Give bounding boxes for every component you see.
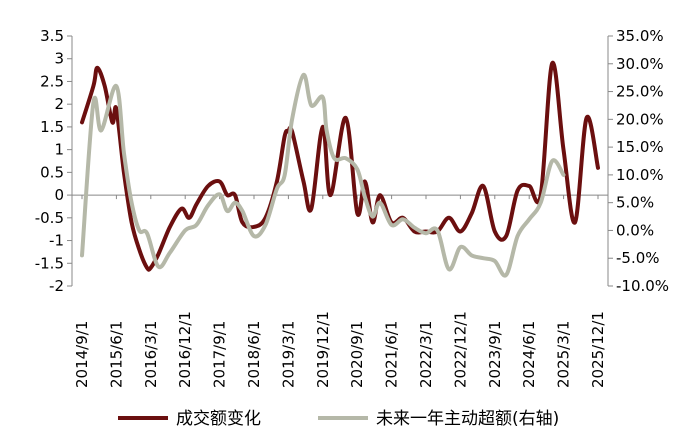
left-tick-label: -0.5 (35, 209, 64, 227)
series-group (80, 60, 600, 278)
left-tick-label: -2 (49, 277, 64, 295)
right-tick-label: -5.0% (616, 249, 660, 267)
right-tick-label: 35.0% (616, 27, 664, 45)
right-tick-label: -10.0% (616, 277, 669, 295)
x-tick-label: 2022/3/1 (417, 321, 435, 388)
x-tick-label: 2025/3/1 (555, 321, 573, 388)
x-tick-label: 2022/12/1 (451, 311, 469, 388)
right-tick-label: 10.0% (616, 166, 664, 184)
left-tick-label: 3 (54, 50, 64, 68)
x-tick-label: 2014/9/1 (73, 321, 91, 388)
x-tick-label: 2017/9/1 (211, 321, 229, 388)
legend-label: 未来一年主动超额(右轴) (376, 409, 559, 429)
left-tick-label: 1.5 (40, 118, 64, 136)
series-line-active-excess-return (80, 72, 566, 278)
legend-label: 成交额变化 (176, 409, 261, 429)
series-line-turnover-change (80, 60, 600, 272)
left-tick-label: 2.5 (40, 72, 64, 90)
right-tick-label: 25.0% (616, 83, 664, 101)
x-tick-label: 2020/9/1 (348, 321, 366, 388)
axes-group: 3.5 3 2.5 2 1.5 1 0.5 0 -0.5 -1 -1.5 -2 35.0% 30.0% 25… (35, 27, 669, 388)
left-tick-label: 3.5 (40, 27, 64, 45)
x-tick-label: 2016/3/1 (142, 321, 160, 388)
right-tick-label: 30.0% (616, 55, 664, 73)
left-tick-label: -1 (49, 232, 64, 250)
left-tick-label: 0.5 (40, 163, 64, 181)
x-tick-label: 2023/9/1 (486, 321, 504, 388)
right-tick-label: 0.0% (616, 221, 654, 239)
x-tick-label: 2021/6/1 (383, 321, 401, 388)
left-tick-label: -1.5 (35, 254, 64, 272)
x-tick-label: 2025/12/1 (589, 311, 607, 388)
right-tick-label: 20.0% (616, 110, 664, 128)
x-tick-label: 2018/6/1 (245, 321, 263, 388)
legend-group: 成交额变化 未来一年主动超额(右轴) (118, 409, 559, 429)
x-tick-label: 2024/6/1 (520, 321, 538, 388)
right-tick-label: 15.0% (616, 138, 664, 156)
left-tick-label: 1 (54, 141, 64, 159)
x-tick-label: 2016/12/1 (176, 311, 194, 388)
x-tick-label: 2019/12/1 (314, 311, 332, 388)
x-tick-label: 2015/6/1 (107, 321, 125, 388)
left-tick-label: 0 (54, 186, 64, 204)
left-tick-label: 2 (54, 95, 64, 113)
right-tick-label: 5.0% (616, 194, 654, 212)
x-tick-label: 2019/3/1 (279, 321, 297, 388)
